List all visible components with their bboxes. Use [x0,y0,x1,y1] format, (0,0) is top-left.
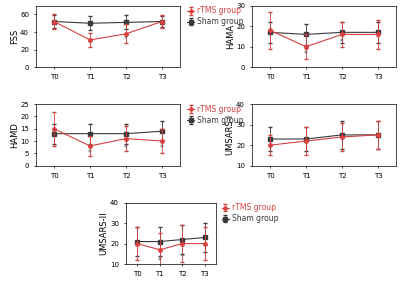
Text: *: * [158,257,162,266]
Text: *: * [124,36,128,44]
Legend: rTMS group, Sham group: rTMS group, Sham group [187,105,243,125]
Text: *: * [124,144,128,153]
Y-axis label: HAMD: HAMD [10,122,19,148]
Y-axis label: FSS: FSS [10,29,19,44]
Text: *: * [88,39,92,48]
Text: *: * [340,38,344,47]
Text: *: * [180,253,184,262]
Legend: rTMS group, Sham group: rTMS group, Sham group [222,203,278,223]
Y-axis label: HAMA: HAMA [226,24,235,49]
Text: *: * [376,34,380,43]
Legend: rTMS group, Sham group: rTMS group, Sham group [187,7,243,26]
Text: *: * [88,149,92,158]
Text: *: * [304,50,308,59]
Y-axis label: UMSARS-II: UMSARS-II [100,212,109,255]
Y-axis label: UMSARS-I: UMSARS-I [226,114,235,155]
Text: *: * [160,144,164,153]
